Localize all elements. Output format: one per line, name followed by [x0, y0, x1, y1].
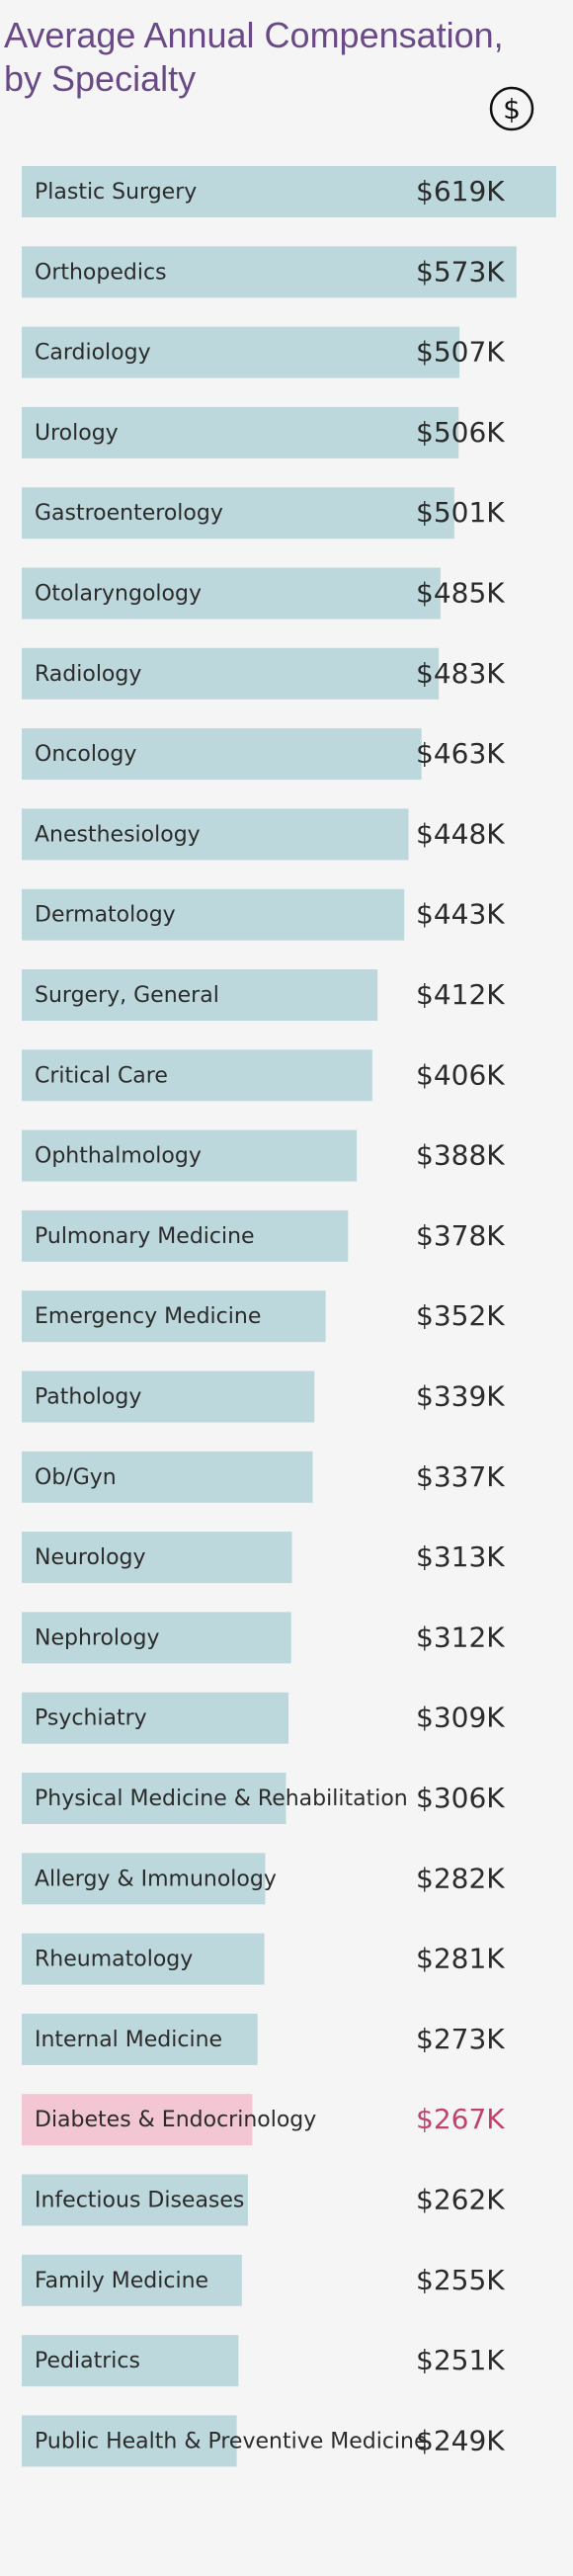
category-label: Oncology	[35, 742, 136, 767]
value-label: $312K	[416, 1620, 505, 1653]
chart-title: Average Annual Compensation, by Specialt…	[4, 15, 504, 99]
icon-circle	[489, 86, 534, 131]
category-label: Nephrology	[35, 1625, 159, 1650]
value-label: $443K	[416, 898, 505, 931]
value-label: $388K	[416, 1139, 505, 1172]
category-label: Ophthalmology	[35, 1144, 202, 1169]
value-label: $281K	[416, 1943, 505, 1975]
bar	[22, 567, 441, 620]
bar	[22, 2094, 253, 2146]
category-label: Ob/Gyn	[35, 1465, 117, 1490]
bar	[22, 166, 556, 217]
value-label: $485K	[416, 577, 505, 610]
value-label: $412K	[416, 978, 505, 1011]
bar	[22, 246, 517, 298]
category-label: Pediatrics	[35, 2349, 140, 2373]
value-label: $262K	[416, 2184, 505, 2216]
bar	[22, 2013, 258, 2065]
dollar-icon: $	[489, 86, 534, 131]
category-label: Psychiatry	[35, 1706, 147, 1731]
category-label: Allergy & Immunology	[35, 1867, 277, 1891]
category-label: Emergency Medicine	[35, 1304, 261, 1329]
category-label: Gastroenterology	[35, 501, 223, 526]
value-label: $463K	[416, 737, 505, 770]
value-label: $309K	[416, 1702, 505, 1734]
category-label: Anesthesiology	[35, 822, 201, 847]
value-label: $249K	[416, 2424, 505, 2456]
bar	[22, 969, 378, 1021]
value-label: $352K	[416, 1299, 505, 1332]
value-label: $406K	[416, 1058, 505, 1091]
category-label: Internal Medicine	[35, 2028, 222, 2052]
bar	[22, 487, 454, 540]
value-label: $573K	[416, 255, 505, 288]
bar	[22, 1209, 349, 1262]
category-label: Public Health & Preventive Medicine	[35, 2429, 428, 2453]
category-label: Critical Care	[35, 1063, 168, 1088]
value-label: $251K	[416, 2344, 505, 2376]
bar	[22, 2415, 237, 2467]
category-label: Neurology	[35, 1545, 146, 1570]
category-label: Diabetes & Endocrinology	[35, 2108, 316, 2132]
category-label: Physical Medicine & Rehabilitation	[35, 1787, 408, 1811]
category-label: Infectious Diseases	[35, 2189, 244, 2213]
value-label: $255K	[416, 2264, 505, 2296]
bar	[22, 1532, 292, 1584]
value-label: $506K	[416, 416, 505, 449]
value-label: $282K	[416, 1862, 505, 1894]
bar	[22, 808, 409, 861]
bar	[22, 1773, 286, 1824]
bar	[22, 326, 460, 378]
value-label: $337K	[416, 1460, 505, 1493]
value-label: $507K	[416, 336, 505, 369]
value-label: $273K	[416, 2023, 505, 2055]
category-label: Plastic Surgery	[35, 180, 197, 205]
bar	[22, 1933, 265, 1985]
bar	[22, 1853, 266, 1905]
category-label: Radiology	[35, 662, 141, 687]
category-label: Pulmonary Medicine	[35, 1224, 255, 1249]
bar	[22, 2335, 239, 2387]
bar	[22, 728, 422, 781]
category-label: Cardiology	[35, 341, 151, 366]
category-label: Otolaryngology	[35, 582, 202, 607]
bar	[22, 1129, 358, 1182]
bar	[22, 1612, 291, 1664]
bar	[22, 888, 405, 941]
category-label: Dermatology	[35, 903, 176, 928]
value-label: $448K	[416, 817, 505, 850]
value-label: $501K	[416, 496, 505, 529]
value-label: $267K	[416, 2103, 505, 2135]
category-label: Surgery, General	[35, 983, 219, 1008]
bar	[22, 2174, 248, 2226]
value-label: $313K	[416, 1540, 505, 1573]
bar	[22, 1371, 315, 1423]
icon-symbol: $	[503, 93, 521, 125]
bar	[22, 647, 440, 700]
value-label: $378K	[416, 1219, 505, 1252]
category-label: Rheumatology	[35, 1948, 193, 1972]
category-label: Urology	[35, 421, 119, 446]
value-label: $306K	[416, 1782, 505, 1814]
bar	[22, 1049, 372, 1102]
category-label: Orthopedics	[35, 260, 167, 285]
bar	[22, 2254, 242, 2306]
bar	[22, 1451, 313, 1503]
value-label: $339K	[416, 1380, 505, 1413]
category-label: Family Medicine	[35, 2269, 208, 2293]
value-label: $483K	[416, 657, 505, 690]
bar	[22, 1290, 326, 1343]
bar	[22, 406, 459, 458]
category-label: Pathology	[35, 1385, 141, 1410]
bar	[22, 1692, 289, 1744]
value-label: $619K	[416, 175, 505, 208]
